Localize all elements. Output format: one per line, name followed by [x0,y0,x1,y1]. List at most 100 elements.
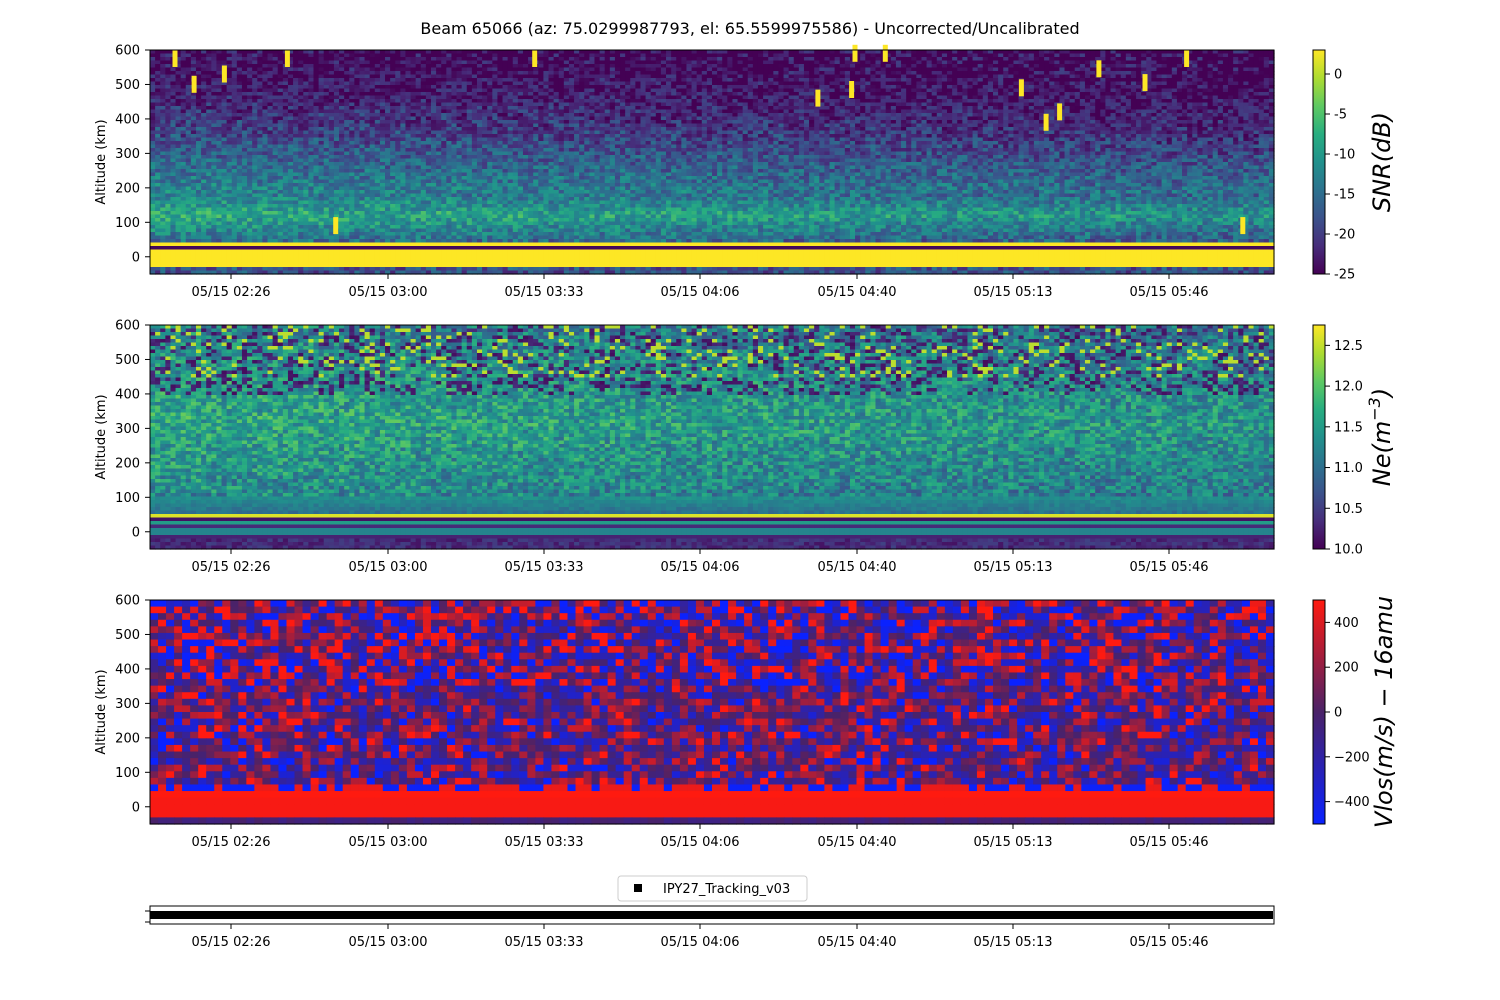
heatmap-cell [707,75,713,79]
heatmap-cell [503,71,509,75]
heatmap-cell [1162,82,1168,86]
heatmap-cell [1126,124,1132,128]
heatmap-cell [1233,96,1239,100]
heatmap-cell [615,75,621,79]
heatmap-cell [942,71,948,75]
heatmap-cell [605,75,611,79]
heatmap-cell [1151,124,1157,128]
heatmap-cell [1100,99,1106,103]
heatmap-cell [574,89,580,93]
heatmap-cell [1121,68,1127,72]
heatmap-cell [482,54,488,58]
heatmap-cell [640,78,646,82]
heatmap-cell [227,82,233,86]
heatmap-cell [574,68,580,72]
heatmap-cell [313,61,319,65]
heatmap-cell [1213,106,1219,110]
heatmap-cell [635,96,641,100]
heatmap-cell [196,64,202,68]
heatmap-cell [625,61,631,65]
heatmap-cell [273,124,279,128]
heatmap-cell [451,68,457,72]
heatmap-cell [1177,50,1183,54]
heatmap-cell [600,89,606,93]
heatmap-cell [835,54,841,58]
heatmap-cell [1019,113,1025,117]
heatmap-cell [1187,96,1193,100]
heatmap-cell [518,127,524,131]
heatmap-cell [978,113,984,117]
heatmap-cell [896,113,902,117]
heatmap-cell [901,71,907,75]
heatmap-cell [165,85,171,89]
heatmap-cell [523,99,529,103]
heatmap-cell [952,89,958,93]
heatmap-cell [1039,99,1045,103]
heatmap-cell [804,85,810,89]
heatmap-cell [222,120,228,124]
heatmap-cell [697,99,703,103]
heatmap-cell [497,75,503,79]
heatmap-cell [1208,124,1214,128]
heatmap-cell [656,120,662,124]
heatmap-cell [1259,96,1265,100]
heatmap-cell [676,54,682,58]
heatmap-cell [549,120,555,124]
heatmap-cell [967,92,973,96]
heatmap-cell [610,71,616,75]
heatmap-cell [288,85,294,89]
heatmap-cell [1218,61,1224,65]
heatmap-cell [886,92,892,96]
heatmap-cell [681,75,687,79]
heatmap-cell [952,57,958,61]
heatmap-cell [635,75,641,79]
heatmap-cell [610,64,616,68]
heatmap-cell [339,85,345,89]
heatmap-cell [1039,50,1045,54]
heatmap-cell [538,61,544,65]
heatmap-cell [1243,57,1249,61]
heatmap-cell [901,85,907,89]
heatmap-cell [395,106,401,110]
heatmap-cell [921,85,927,89]
heatmap-cell [288,106,294,110]
heatmap-cell [962,110,968,114]
heatmap-cell [891,64,897,68]
heatmap-cell [1070,75,1076,79]
heatmap-cell [508,85,514,89]
heatmap-cell [686,110,692,114]
heatmap-cell [1254,57,1260,61]
heatmap-cell [605,106,611,110]
heatmap-cell [732,106,738,110]
heatmap-cell [487,92,493,96]
heatmap-cell [405,71,411,75]
heatmap-cell [232,99,238,103]
heatmap-cell [589,96,595,100]
heatmap-cell [717,61,723,65]
heatmap-cell [814,50,820,54]
heatmap-cell [722,96,728,100]
heatmap-cell [554,57,560,61]
heatmap-cell [830,54,836,58]
heatmap-cell [431,64,437,68]
heatmap-cell [1085,120,1091,124]
heatmap-cell [390,50,396,54]
heatmap-cell [436,103,442,107]
heatmap-cell [697,64,703,68]
heatmap-cell [809,89,815,93]
heatmap-cell [421,50,427,54]
heatmap-cell [1044,68,1050,72]
heatmap-cell [385,85,391,89]
heatmap-cell [661,50,667,54]
heatmap-cell [1121,85,1127,89]
heatmap-cell [559,113,565,117]
heatmap-cell [1182,85,1188,89]
heatmap-cell [646,64,652,68]
heatmap-cell [916,96,922,100]
heatmap-cell [528,92,534,96]
heatmap-cell [1034,71,1040,75]
heatmap-cell [222,106,228,110]
heatmap-cell [957,92,963,96]
heatmap-cell [339,124,345,128]
heatmap-cell [497,92,503,96]
